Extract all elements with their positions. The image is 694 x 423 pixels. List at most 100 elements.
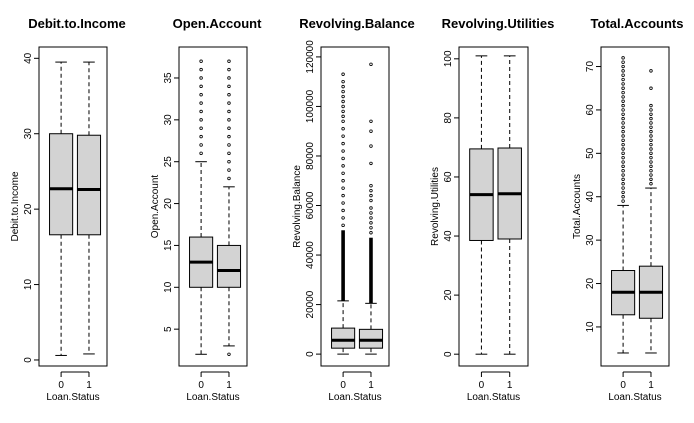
outlier-point: [227, 84, 231, 89]
outlier-point: [649, 138, 653, 143]
box-group-0: [49, 61, 74, 356]
plot-frame: [320, 46, 390, 367]
outlier-point: [199, 84, 203, 89]
box-group-1: [497, 55, 522, 355]
y-tick-label: 100: [443, 50, 454, 67]
outlier-point: [341, 127, 345, 131]
outlier-point: [621, 108, 625, 112]
x-tick-label: 1: [226, 380, 232, 391]
outlier-point: [369, 193, 373, 198]
outlier-band: [369, 237, 373, 304]
outlier-point: [649, 134, 653, 138]
outlier-point: [621, 195, 625, 199]
outlier-point: [199, 76, 203, 80]
outlier-point: [621, 64, 625, 69]
outlier-point: [621, 199, 625, 203]
y-tick-label: 0: [443, 351, 454, 357]
y-tick-label: 100000: [305, 89, 316, 123]
y-tick-label: 40: [585, 191, 596, 203]
outlier-point: [341, 208, 345, 213]
outlier-point: [649, 177, 653, 182]
y-tick-label: 10: [23, 279, 34, 291]
y-tick-label: 70: [585, 61, 596, 73]
y-tick-label: 80: [443, 112, 454, 124]
x-axis-label: Loan.Status: [467, 392, 520, 403]
y-tick-label: 0: [305, 351, 316, 357]
outlier-point: [369, 144, 373, 148]
outlier-point: [621, 116, 625, 121]
outlier-point: [341, 186, 345, 190]
outlier-point: [621, 151, 625, 156]
outlier-point: [621, 138, 625, 143]
outlier-band: [341, 230, 345, 301]
outlier-point: [341, 141, 345, 146]
outlier-point: [227, 143, 231, 147]
box-group-1: [638, 69, 664, 354]
outlier-point: [227, 126, 231, 130]
box-group-0: [331, 72, 356, 355]
outlier-point: [649, 112, 653, 116]
outlier-point: [621, 160, 625, 164]
outlier-point: [621, 121, 625, 125]
outlier-point: [227, 59, 231, 63]
outlier-point: [621, 90, 625, 95]
outlier-point: [369, 221, 373, 225]
x-axis-label: Loan.Status: [608, 392, 661, 403]
y-tick-label: 120000: [305, 40, 316, 74]
y-tick-label: 20000: [305, 290, 316, 318]
outlier-point: [621, 129, 625, 134]
outlier-point: [199, 118, 203, 122]
x-axis-label: Loan.Status: [46, 392, 99, 403]
outlier-point: [649, 182, 653, 186]
outlier-point: [369, 216, 373, 220]
outlier-point: [621, 86, 625, 90]
outlier-point: [199, 67, 203, 72]
outlier-point: [227, 352, 231, 356]
iqr-box: [76, 134, 102, 236]
x-tick-label: 1: [368, 380, 374, 391]
outlier-point: [649, 142, 653, 147]
iqr-box: [331, 327, 356, 349]
y-tick-label: 20: [163, 198, 174, 210]
box-group-1: [358, 62, 384, 355]
outlier-point: [369, 226, 373, 230]
panel-title: Open.Account: [173, 16, 263, 31]
outlier-point: [649, 86, 653, 90]
panel-revolving-utilities: Revolving.Utilities Loan.Status Revolvin…: [430, 16, 554, 403]
outlier-point: [649, 164, 653, 169]
plot-frame: [38, 46, 108, 367]
outlier-point: [649, 147, 653, 151]
outlier-point: [199, 134, 203, 139]
outlier-point: [621, 56, 625, 60]
outlier-point: [649, 151, 653, 156]
x-tick-label: 1: [648, 380, 654, 391]
y-tick-label: 20: [23, 203, 34, 215]
x-axis-label: Loan.Status: [328, 392, 381, 403]
outlier-point: [621, 73, 625, 77]
outlier-point: [369, 198, 373, 203]
y-tick-label: 50: [585, 147, 596, 159]
plot-frame: [600, 46, 670, 367]
outlier-point: [341, 171, 345, 176]
y-tick-label: 10: [163, 281, 174, 293]
outlier-point: [649, 69, 653, 73]
box-group-0: [189, 59, 214, 355]
outlier-point: [227, 176, 231, 181]
outlier-point: [341, 99, 345, 104]
outlier-point: [369, 206, 373, 210]
x-tick-label: 0: [479, 380, 485, 391]
outlier-point: [227, 93, 231, 97]
outlier-point: [227, 151, 231, 156]
x-axis-label: Loan.Status: [186, 392, 239, 403]
y-tick-label: 60: [443, 171, 454, 183]
y-axis-label: Total.Accounts: [572, 174, 583, 239]
y-axis-label: Revolving.Utilities: [430, 167, 441, 246]
panel-total-accounts: Total.Accounts Loan.Status Total.Account…: [572, 16, 683, 403]
y-tick-label: 20: [585, 278, 596, 290]
y-tick-label: 35: [163, 72, 174, 84]
outlier-point: [621, 182, 625, 186]
box-group-1: [216, 59, 242, 356]
outlier-point: [649, 108, 653, 112]
outlier-point: [369, 188, 373, 193]
y-tick-label: 60: [585, 104, 596, 116]
